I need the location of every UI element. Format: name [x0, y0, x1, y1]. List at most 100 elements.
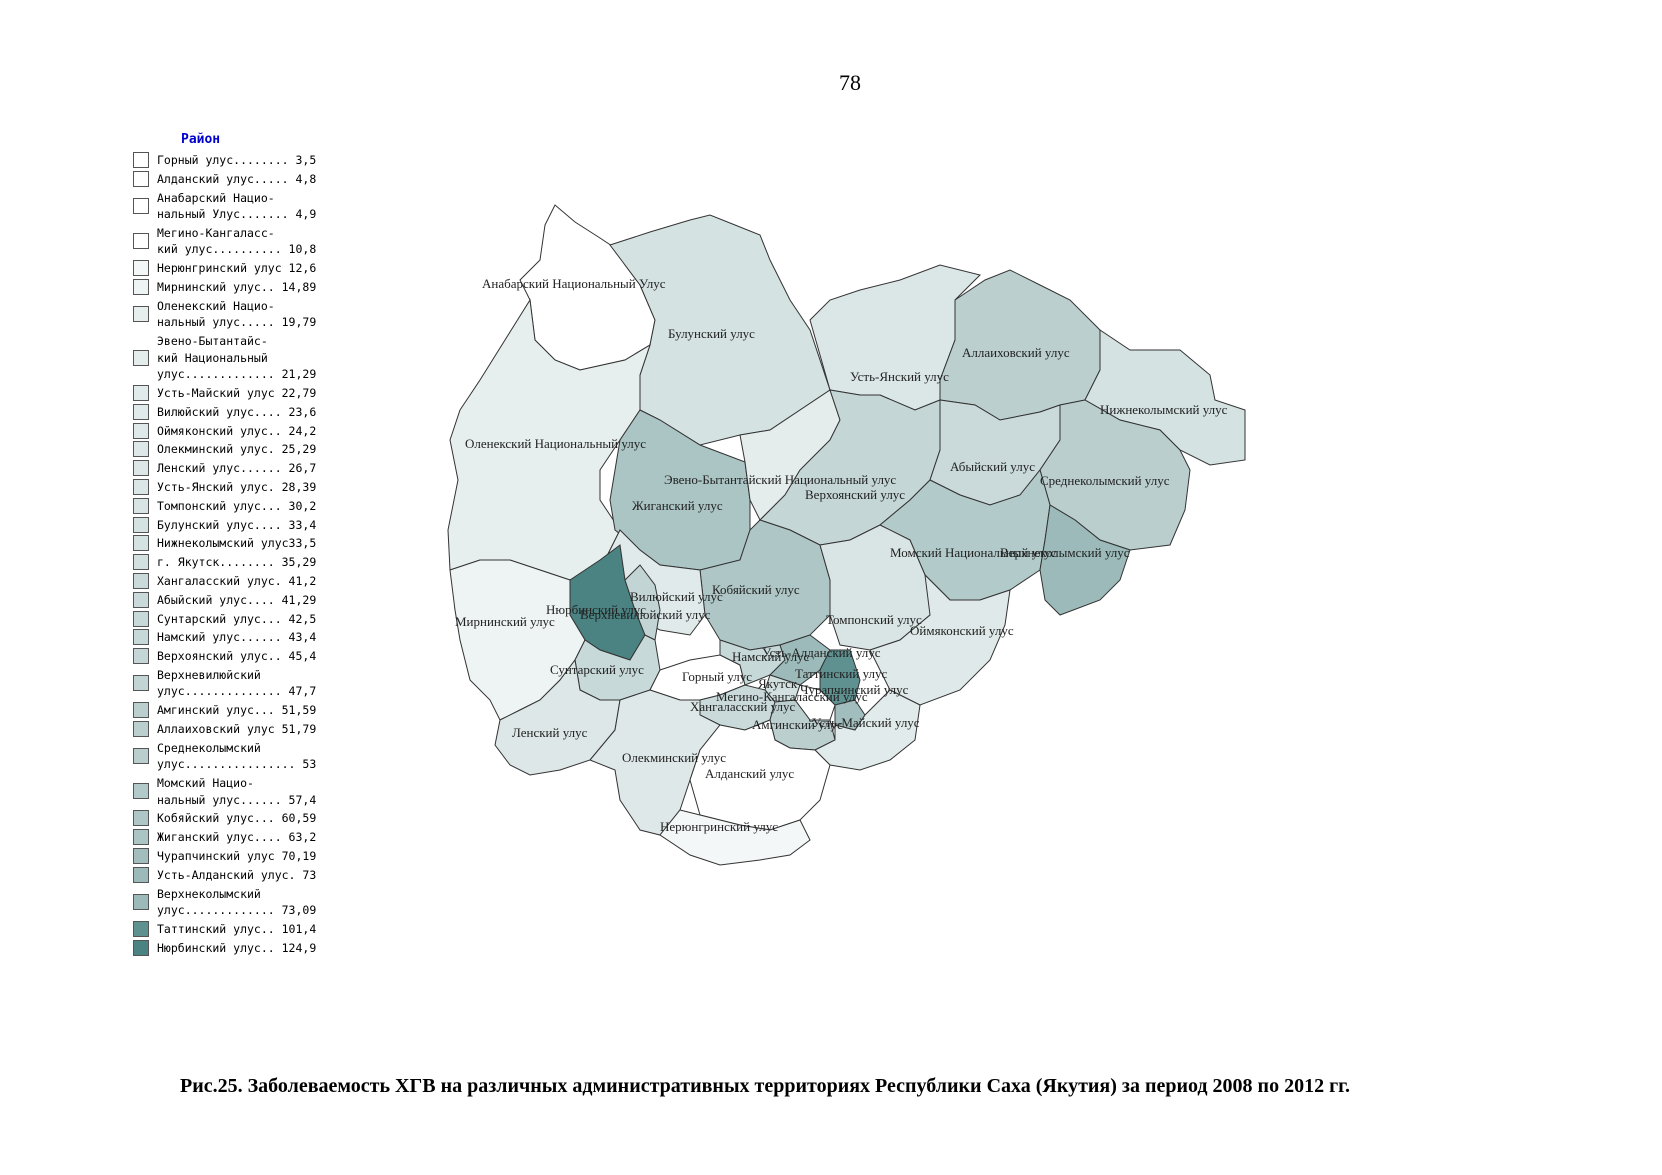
legend-item: Вилюйский улус.... 23,6: [133, 403, 363, 421]
legend-swatch: [133, 535, 149, 552]
legend-label: Нюрбинский улус.. 124,9: [157, 940, 317, 955]
legend-label: Нижнеколымский улус33,5: [157, 536, 317, 551]
label-tatta: Таттинский улус: [795, 666, 887, 681]
label-suntar: Сунтарский улус: [550, 662, 644, 677]
label-verkhoyansk: Верхоянский улус: [805, 487, 905, 502]
legend-item: Абыйский улус.... 41,29: [133, 591, 363, 609]
label-khangalassky: Хангаласский улус: [690, 699, 796, 714]
legend-label: Верхоянский улус.. 45,4: [157, 649, 317, 664]
region-ust-maya: [814, 689, 921, 771]
legend-label: Хангаласский улус. 41,2: [157, 573, 317, 588]
legend-swatch: [133, 675, 149, 692]
legend-swatch: [133, 748, 149, 765]
legend-item: Булунский улус.... 33,4: [133, 516, 363, 534]
legend-label: Аллаиховский улус 51,79: [157, 722, 317, 736]
legend-item: Амгинский улус... 51,59: [133, 702, 363, 719]
legend-label: Абыйский улус.... 41,29: [157, 592, 317, 607]
legend-label: Кобяйский улус... 60,59: [157, 811, 317, 826]
legend-item: Усть-Янский улус. 28,39: [133, 478, 363, 496]
legend-label: Мирнинский улус.. 14,89: [157, 280, 317, 294]
legend-swatch: [133, 441, 149, 458]
legend-label: Томпонский улус... 30,2: [157, 498, 317, 513]
label-nyurba: Нюрбинский улус: [546, 602, 646, 617]
label-oymyakon: Оймяконский улус: [910, 623, 1014, 638]
legend-label: Верхнеколымский улус............. 73,09: [157, 886, 317, 918]
label-aldan: Алданский улус: [705, 766, 794, 781]
legend-item: Анабарский Нацио- нальный Улус....... 4,…: [133, 190, 363, 223]
region-kobyay: [699, 519, 831, 651]
legend-title: Район: [181, 132, 221, 147]
legend-item: Томпонский улус... 30,2: [133, 497, 363, 515]
label-verkhnekolymsk: Верхнеколымский улус: [1000, 545, 1130, 560]
legend-label: Ленский улус...... 26,7: [157, 461, 317, 476]
region-olekminsk: [589, 689, 721, 836]
legend-item: г. Якутск........ 35,29: [133, 554, 363, 571]
legend-label: Сунтарский улус... 42,5: [157, 611, 317, 626]
legend-label: Усть-Янский улус. 28,39: [157, 479, 317, 494]
label-verkhnevilyuy: Верхневилюйский улус: [580, 607, 711, 622]
legend-item: Верхневилюйский улус.............. 47,7: [133, 667, 363, 700]
legend-swatch: [133, 197, 149, 214]
label-eveno-bytantay: Эвено-Бытантайский Национальный улус: [664, 472, 896, 487]
label-neryungri: Нерюнгринский улус: [660, 819, 778, 834]
legend-swatch: [133, 866, 149, 883]
legend-label: Верхневилюйский улус.............. 47,7: [157, 667, 317, 699]
label-momsky: Момский Национальный улус: [890, 545, 1057, 560]
label-namsky: Намский улус: [732, 649, 810, 664]
legend-label: Горный улус........ 3,5: [157, 153, 317, 167]
legend-item: Усть-Майский улус 22,79: [133, 384, 363, 402]
legend-swatch: [133, 848, 149, 864]
legend-swatch: [133, 170, 149, 187]
legend-swatch: [133, 554, 149, 571]
legend-swatch: [133, 497, 149, 514]
legend-item: Олекминский улус. 25,29: [133, 441, 363, 458]
legend-item: Хангаласский улус. 41,2: [133, 572, 363, 590]
legend-item: Момский Нацио- нальный улус...... 57,4: [133, 775, 363, 808]
legend-item: Мирнинский улус.. 14,89: [133, 279, 363, 296]
legend-item: Оленекский Нацио- нальный улус..... 19,7…: [133, 298, 363, 331]
legend-swatch: [133, 829, 149, 846]
legend-item: Таттинский улус.. 101,4: [133, 920, 363, 938]
legend-swatch: [133, 516, 149, 533]
label-abyy: Абыйский улус: [950, 459, 1035, 474]
legend-label: Амгинский улус... 51,59: [157, 703, 317, 718]
label-zhigansk: Жиганский улус: [632, 498, 723, 513]
legend-swatch: [133, 460, 149, 477]
legend-swatch: [133, 702, 149, 719]
label-ust-aldan: Усть-Алданский улус: [762, 645, 881, 660]
legend-item: Верхнеколымский улус............. 73,09: [133, 886, 363, 919]
legend-swatch: [133, 920, 149, 937]
legend-label: Среднеколымский улус................ 53: [157, 740, 317, 772]
legend-item: Мегино-Кангаласс- кий улус.......... 10,…: [133, 225, 363, 258]
legend-swatch: [133, 810, 149, 827]
legend-label: Мегино-Кангаласс- кий улус.......... 10,…: [157, 225, 317, 257]
legend-swatch: [133, 893, 149, 910]
legend-swatch: [133, 629, 149, 646]
region-neryungri: [659, 809, 811, 866]
label-anabar: Анабарский Национальный Улус: [482, 276, 666, 291]
label-mirny: Мирнинский улус: [455, 614, 555, 629]
legend-swatch: [133, 422, 149, 439]
legend-swatch: [133, 572, 149, 589]
label-srednekolymsk: Среднеколымский улус: [1040, 473, 1170, 488]
legend-swatch: [133, 478, 149, 495]
legend-swatch: [133, 783, 149, 800]
legend-swatch: [133, 648, 149, 665]
figure-caption: Рис.25. Заболеваемость ХГВ на различных …: [180, 1075, 1350, 1097]
legend-swatch: [133, 610, 149, 627]
legend-swatch: [133, 349, 149, 366]
legend-item: Среднеколымский улус................ 53: [133, 740, 363, 773]
legend-label: Усть-Алданский улус. 73: [157, 867, 317, 882]
district-labels: Анабарский Национальный Улус Булунский у…: [455, 276, 1228, 834]
label-amga: Амгинский улус: [752, 717, 843, 732]
legend-swatch: [133, 306, 149, 323]
legend-item: Эвено-Бытантайс- кий Национальный улус..…: [133, 333, 363, 383]
label-tompon: Томпонский улус: [826, 612, 922, 627]
legend-label: Булунский улус.... 33,4: [157, 517, 317, 532]
legend-swatch: [133, 152, 149, 168]
label-ust-maya: Усть-Майский улус: [812, 715, 920, 730]
legend-swatch: [133, 384, 149, 401]
legend-label: Оленекский Нацио- нальный улус..... 19,7…: [157, 298, 317, 330]
legend-label: Чурапчинский улус 70,19: [157, 849, 317, 863]
